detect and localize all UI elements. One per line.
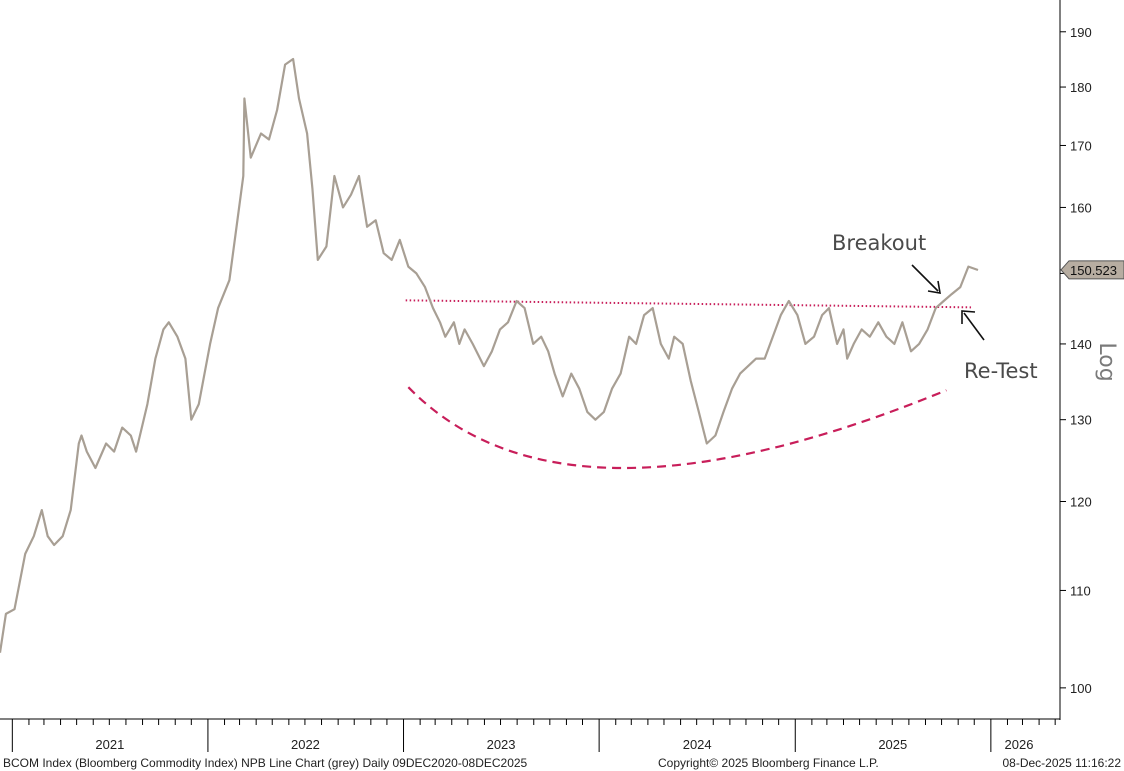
annotation-retest: Re-Test (964, 359, 1038, 383)
y-axis-title: Log (1094, 342, 1119, 381)
y-tick-label: 110 (1070, 583, 1091, 598)
y-tick-label: 100 (1070, 681, 1092, 696)
x-tick-label: 2026 (1005, 737, 1034, 752)
last-value-label: 150.523 (1070, 263, 1117, 278)
last-value-box (1060, 260, 1124, 280)
breakout-arrow (911, 264, 939, 292)
last-value-marker: 150.523 (1060, 260, 1124, 280)
footer-description: BCOM Index (Bloomberg Commodity Index) N… (3, 756, 528, 770)
x-tick-label: 2024 (683, 737, 712, 752)
axes: 100110120130140150160170180190 202120222… (0, 0, 1119, 752)
x-tick-label: 2021 (95, 737, 124, 752)
y-tick-label: 170 (1070, 138, 1092, 153)
footer-copyright: Copyright© 2025 Bloomberg Finance L.P. (658, 756, 879, 770)
base-arc (407, 386, 947, 470)
y-tick-label: 190 (1070, 25, 1092, 40)
retest-arrow (963, 312, 985, 341)
x-axis-ticks: 2021 2022 2023 2024 2025 2026 (11, 719, 1056, 752)
y-axis-ticks: 100110120130140150160170180190 (1060, 25, 1092, 696)
x-tick-label: 2022 (291, 737, 320, 752)
annotation-breakout: Breakout (832, 231, 926, 255)
y-tick-label: 160 (1070, 200, 1092, 215)
footer-timestamp: 08-Dec-2025 11:16:22 (1002, 756, 1121, 770)
plot-area (0, 57, 979, 653)
series-line (0, 57, 979, 653)
resistance-line (405, 299, 972, 309)
retest-arrow-head (961, 310, 976, 324)
x-tick-label: 2025 (878, 737, 907, 752)
breakout-arrow-head (927, 280, 941, 294)
y-tick-label: 130 (1070, 413, 1092, 428)
annotations: Breakout Re-Test (832, 231, 1038, 383)
y-tick-label: 180 (1070, 80, 1092, 95)
y-tick-label: 120 (1070, 495, 1092, 510)
footer: BCOM Index (Bloomberg Commodity Index) N… (3, 756, 1121, 770)
x-tick-label: 2023 (487, 737, 516, 752)
y-tick-label: 140 (1070, 337, 1092, 352)
